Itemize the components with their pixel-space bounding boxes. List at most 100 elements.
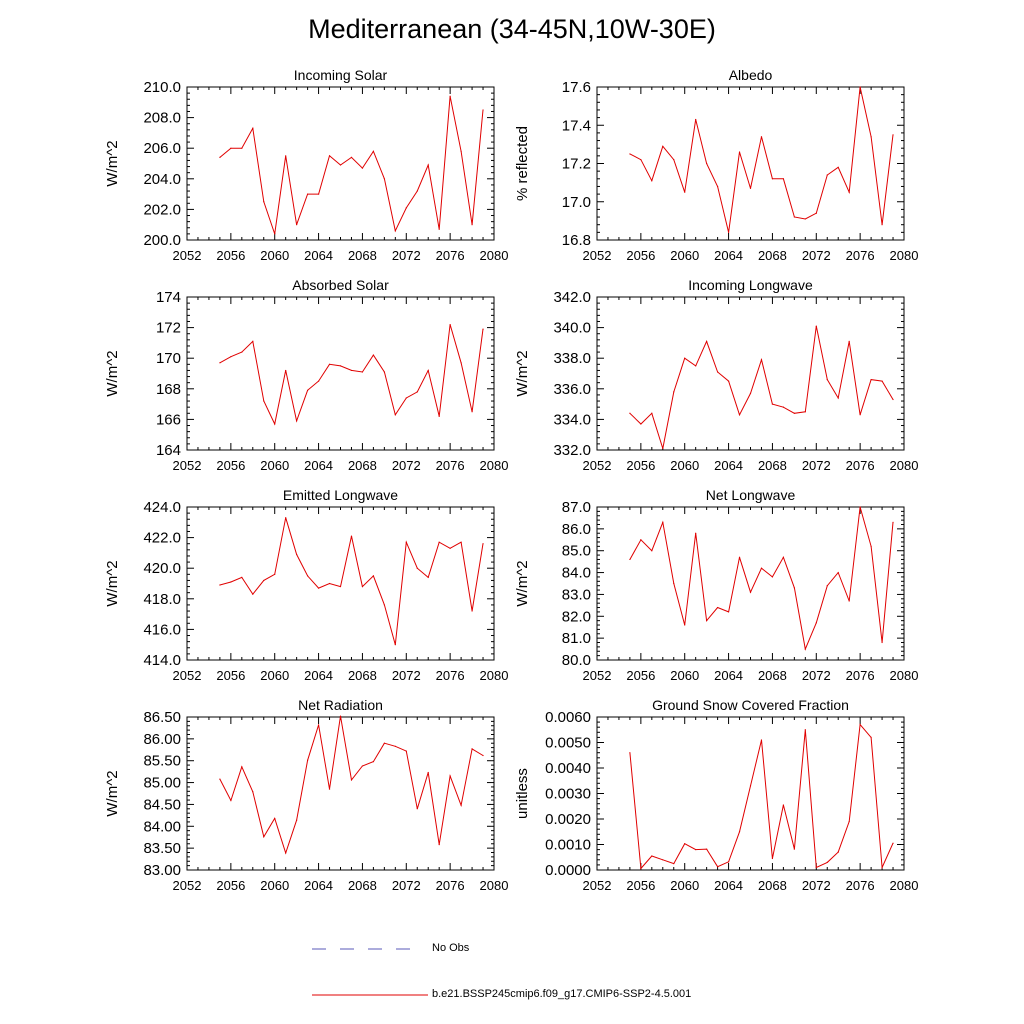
data-point (449, 547, 451, 549)
data-point (317, 724, 320, 726)
panel-incoming-longwave: Incoming Longwave W/m^2 2052 2056 2060 2064 20… (514, 277, 918, 473)
x-tick-label: 2064 (714, 668, 743, 683)
data-point (760, 359, 763, 361)
data-point (771, 857, 774, 860)
x-tick-label: 2072 (802, 668, 831, 683)
data-point (438, 415, 440, 417)
y-tick-label: 85.50 (143, 753, 181, 770)
data-point (640, 539, 642, 541)
data-point (826, 174, 828, 176)
y-tick-label: 17.6 (562, 79, 591, 96)
data-point (263, 201, 265, 203)
y-tick-label: 82.0 (562, 608, 591, 625)
data-point (727, 231, 730, 233)
y-tick-label: 80.0 (562, 652, 591, 669)
data-point (394, 644, 396, 646)
y-tick-label: 83.0 (562, 586, 591, 603)
data-point (482, 328, 484, 330)
data-point (296, 224, 298, 226)
data-point (727, 380, 730, 382)
data-point (361, 585, 364, 588)
data-point (274, 423, 276, 425)
data-point (749, 591, 752, 593)
y-tick-label: 87.0 (562, 499, 591, 516)
x-tick-label: 2052 (583, 458, 612, 473)
y-tick-label: 418.0 (143, 591, 181, 608)
x-tick-label: 2076 (436, 458, 465, 473)
y-axis-label: unitless (514, 768, 531, 819)
y-tick-label: 204.0 (143, 171, 181, 188)
data-point (662, 859, 664, 861)
data-point (328, 155, 331, 157)
data-point (252, 127, 254, 129)
panel-title: Incoming Longwave (688, 277, 813, 293)
x-tick-label: 2076 (436, 668, 465, 683)
data-point (760, 567, 763, 569)
data-point (771, 403, 774, 405)
panel-absorbed-solar: Absorbed Solar W/m^2 2052 2056 2060 2064 2068 2… (104, 277, 508, 473)
y-tick-label: 0.0020 (545, 811, 591, 828)
x-tick-label: 2080 (480, 248, 509, 263)
x-tick-label: 2076 (436, 878, 465, 893)
x-tick-label: 2064 (304, 458, 333, 473)
x-tick-label: 2064 (714, 458, 743, 473)
data-point (717, 371, 719, 373)
data-point (662, 521, 664, 523)
x-tick-label: 2080 (890, 878, 919, 893)
plot-frame (596, 506, 905, 661)
data-point (383, 178, 385, 180)
y-tick-label: 210.0 (143, 79, 181, 96)
data-point (274, 573, 276, 575)
data-point (640, 867, 642, 870)
y-tick-label: 166 (156, 411, 181, 428)
figure-title: Mediterranean (34-45N,10W-30E) (308, 14, 716, 44)
data-point (640, 159, 642, 161)
data-point (394, 230, 396, 232)
data-point (383, 371, 385, 373)
data-point (361, 167, 364, 169)
y-tick-label: 200.0 (143, 232, 181, 249)
series-line-net-radiation (219, 716, 484, 855)
x-tick-label: 2056 (626, 668, 655, 683)
data-point (471, 224, 473, 226)
data-point (372, 150, 374, 152)
panel-net-radiation: Net Radiation W/m^2 2052 2056 2060 2064 2068 20… (104, 697, 508, 893)
data-point (296, 553, 298, 556)
x-tick-label: 2056 (626, 248, 655, 263)
data-point (695, 849, 697, 851)
y-tick-label: 336.0 (553, 381, 591, 398)
y-tick-label: 206.0 (143, 140, 181, 157)
data-point (771, 178, 774, 180)
data-point (892, 521, 894, 523)
x-tick-label: 2052 (583, 668, 612, 683)
data-point (782, 804, 784, 806)
y-tick-label: 0.0000 (545, 862, 591, 879)
data-point (296, 819, 298, 821)
data-point (438, 844, 440, 846)
data-point (859, 86, 861, 88)
x-tick-label: 2080 (480, 458, 509, 473)
data-point (339, 365, 342, 367)
data-point (482, 543, 484, 545)
y-tick-label: 85.0 (562, 543, 591, 560)
data-point (804, 218, 806, 220)
x-tick-label: 2060 (670, 668, 699, 683)
y-tick-label: 0.0050 (545, 735, 591, 752)
data-point (815, 866, 817, 869)
data-point (361, 371, 364, 373)
y-tick-label: 16.8 (562, 232, 591, 249)
y-tick-label: 424.0 (143, 499, 181, 516)
data-point (881, 224, 883, 226)
data-point (804, 729, 806, 731)
x-tick-label: 2060 (260, 458, 289, 473)
data-point (339, 164, 342, 166)
data-point (629, 153, 631, 155)
x-tick-label: 2076 (846, 248, 875, 263)
x-tick-label: 2052 (173, 248, 202, 263)
data-point (471, 411, 473, 413)
y-tick-label: 81.0 (562, 630, 591, 647)
data-point (317, 193, 320, 195)
y-tick-label: 420.0 (143, 560, 181, 577)
data-point (372, 354, 374, 356)
